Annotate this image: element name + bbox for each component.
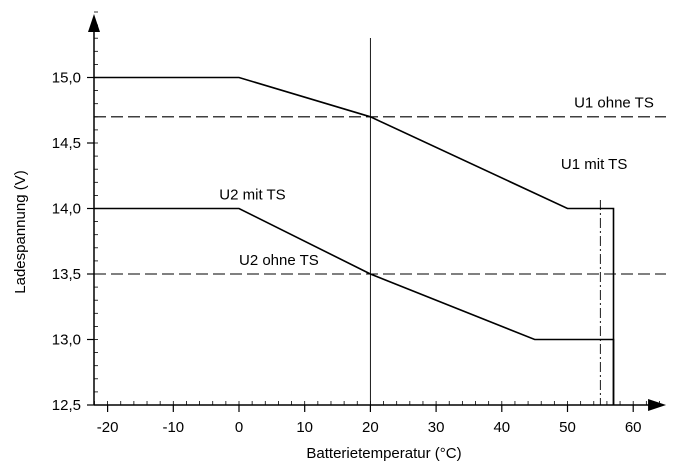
annotation-label: U1 ohne TS bbox=[574, 95, 654, 112]
y-tick-labels: 12,5 13,0 13,5 14,0 14,5 15,0 bbox=[52, 70, 81, 415]
x-tick-label: -10 bbox=[162, 419, 184, 436]
y-tick-label: 14,5 bbox=[52, 135, 81, 152]
x-tick-label: 10 bbox=[296, 419, 313, 436]
y-axis-arrow bbox=[88, 14, 100, 32]
x-tick-label: 20 bbox=[362, 419, 379, 436]
series-u2-mit-ts bbox=[94, 207, 615, 405]
axes bbox=[87, 14, 667, 412]
annotation-label: U2 mit TS bbox=[219, 186, 285, 203]
x-tick-label: 40 bbox=[493, 419, 510, 436]
x-axis-arrow bbox=[648, 399, 667, 411]
x-tick-label: 50 bbox=[559, 419, 576, 436]
y-tick-label: 15,0 bbox=[52, 70, 81, 87]
series-lines bbox=[94, 76, 666, 405]
x-tick-labels: -20 -10 0 10 20 30 40 50 60 bbox=[97, 419, 642, 436]
y-tick-label: 13,5 bbox=[52, 266, 81, 283]
x-tick-label: 30 bbox=[428, 419, 445, 436]
series-u1-mit-ts bbox=[94, 76, 615, 405]
x-axis-title: Batterietemperatur (°C) bbox=[306, 445, 461, 462]
annotations: U1 ohne TS U1 mit TS U2 mit TS U2 ohne T… bbox=[219, 95, 654, 269]
annotation-label: U1 mit TS bbox=[561, 156, 627, 173]
y-tick-label: 14,0 bbox=[52, 201, 81, 218]
x-tick-label: 60 bbox=[625, 419, 642, 436]
y-tick-label: 12,5 bbox=[52, 397, 81, 414]
annotation-label: U2 ohne TS bbox=[239, 252, 319, 269]
y-axis-title: Ladespannung (V) bbox=[12, 170, 29, 293]
x-tick-label: 0 bbox=[235, 419, 243, 436]
x-tick-label: -20 bbox=[97, 419, 119, 436]
y-tick-label: 13,0 bbox=[52, 332, 81, 349]
reference-lines bbox=[369, 38, 601, 405]
